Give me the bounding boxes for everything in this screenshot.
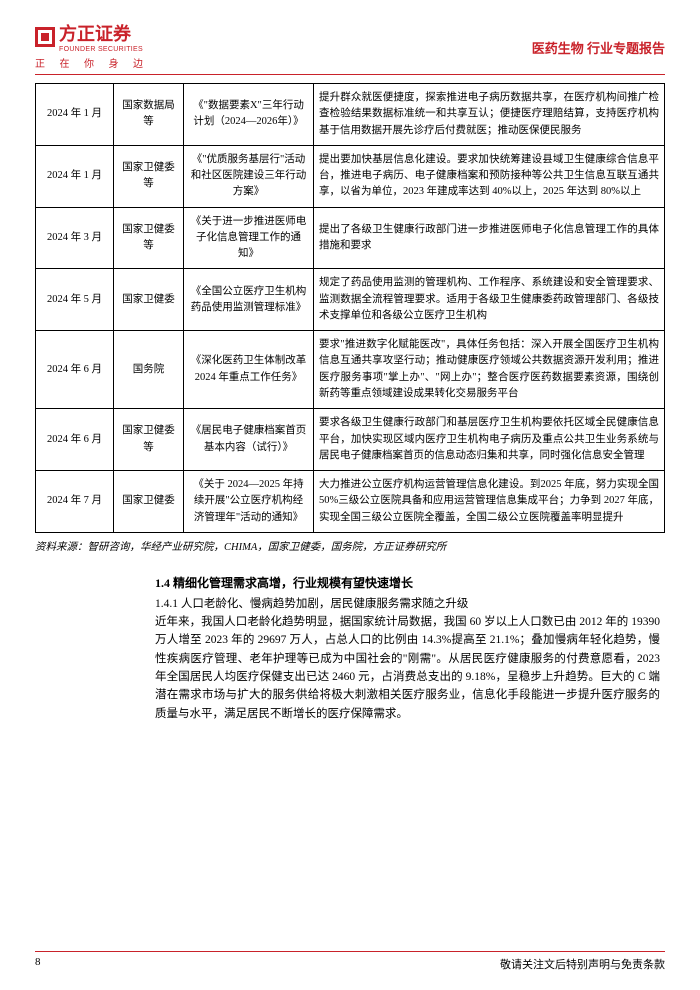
table-source: 资料来源：智研咨询，华经产业研究院，CHIMA，国家卫健委，国务院，方正证券研究… [35,539,665,554]
policy-date: 2024 年 1 月 [36,84,114,146]
table-row: 2024 年 1 月国家数据局等《"数据要素X"三年行动计划（2024—2026… [36,84,665,146]
founder-logo-icon [35,27,55,47]
section-title: 1.4 精细化管理需求高增，行业规模有望快速增长 [155,574,660,591]
policy-date: 2024 年 3 月 [36,207,114,269]
section-body: 近年来，我国人口老龄化趋势明显，据国家统计局数据，我国 60 岁以上人口数已由 … [155,613,660,723]
policy-desc: 要求各级卫生健康行政部门和基层医疗卫生机构要依托区域全民健康信息平台，加快实现区… [314,409,665,471]
page-footer: 8 敬请关注文后特别声明与免责条款 [35,949,665,972]
logo-block: 方正证券 FOUNDER SECURITIES 正 在 你 身 边 [35,20,149,70]
logo-subtext: FOUNDER SECURITIES [59,46,143,53]
policy-org: 国家卫健委 [114,471,184,533]
table-row: 2024 年 6 月国务院《深化医药卫生体制改革 2024 年重点工作任务》要求… [36,331,665,409]
policy-date: 2024 年 6 月 [36,331,114,409]
table-row: 2024 年 3 月国家卫健委等《关于进一步推进医师电子化信息管理工作的通知》提… [36,207,665,269]
footer-divider [35,951,665,952]
policy-org: 国家卫健委 [114,269,184,331]
policy-desc: 要求"推进数字化赋能医改"，具体任务包括：深入开展全国医疗卫生机构信息互通共享攻… [314,331,665,409]
policy-doc: 《全国公立医疗卫生机构药品使用监测管理标准》 [184,269,314,331]
logo-text: 方正证券 [59,20,143,46]
header-divider [35,74,665,75]
policy-desc: 大力推进公立医疗机构运营管理信息化建设。到2025 年底，努力实现全国 50%三… [314,471,665,533]
tagline: 正 在 你 身 边 [35,55,149,70]
disclaimer-text: 敬请关注文后特别声明与免责条款 [500,956,665,972]
policy-org: 国务院 [114,331,184,409]
section-1-4: 1.4 精细化管理需求高增，行业规模有望快速增长 1.4.1 人口老龄化、慢病趋… [155,574,660,723]
policy-doc: 《关于 2024—2025 年持续开展"公立医疗机构经济管理年"活动的通知》 [184,471,314,533]
policy-date: 2024 年 5 月 [36,269,114,331]
policy-doc: 《深化医药卫生体制改革 2024 年重点工作任务》 [184,331,314,409]
page-number: 8 [35,956,41,972]
policy-org: 国家数据局等 [114,84,184,146]
policy-desc: 规定了药品使用监测的管理机构、工作程序、系统建设和安全管理要求、监测数据全流程管… [314,269,665,331]
policy-desc: 提出要加快基层信息化建设。要求加快统筹建设县域卫生健康综合信息平台，推进电子病历… [314,145,665,207]
policy-org: 国家卫健委等 [114,207,184,269]
policy-date: 2024 年 7 月 [36,471,114,533]
table-row: 2024 年 5 月国家卫健委《全国公立医疗卫生机构药品使用监测管理标准》规定了… [36,269,665,331]
policy-org: 国家卫健委等 [114,145,184,207]
policy-date: 2024 年 6 月 [36,409,114,471]
policy-org: 国家卫健委等 [114,409,184,471]
table-row: 2024 年 7 月国家卫健委《关于 2024—2025 年持续开展"公立医疗机… [36,471,665,533]
table-row: 2024 年 1 月国家卫健委等《"优质服务基层行"活动和社区医院建设三年行动方… [36,145,665,207]
table-row: 2024 年 6 月国家卫健委等《居民电子健康档案首页基本内容（试行）》要求各级… [36,409,665,471]
policy-desc: 提出了各级卫生健康行政部门进一步推进医师电子化信息管理工作的具体措施和要求 [314,207,665,269]
policy-date: 2024 年 1 月 [36,145,114,207]
policy-doc: 《居民电子健康档案首页基本内容（试行）》 [184,409,314,471]
policy-desc: 提升群众就医便捷度，探索推进电子病历数据共享，在医疗机构间推广检查检验结果数据标… [314,84,665,146]
policy-doc: 《"优质服务基层行"活动和社区医院建设三年行动方案》 [184,145,314,207]
policy-table: 2024 年 1 月国家数据局等《"数据要素X"三年行动计划（2024—2026… [35,83,665,533]
policy-doc: 《"数据要素X"三年行动计划（2024—2026年）》 [184,84,314,146]
page-header: 方正证券 FOUNDER SECURITIES 正 在 你 身 边 医药生物 行… [35,20,665,70]
policy-doc: 《关于进一步推进医师电子化信息管理工作的通知》 [184,207,314,269]
section-subtitle: 1.4.1 人口老龄化、慢病趋势加剧，居民健康服务需求随之升级 [155,595,660,611]
report-category: 医药生物 行业专题报告 [532,38,665,57]
